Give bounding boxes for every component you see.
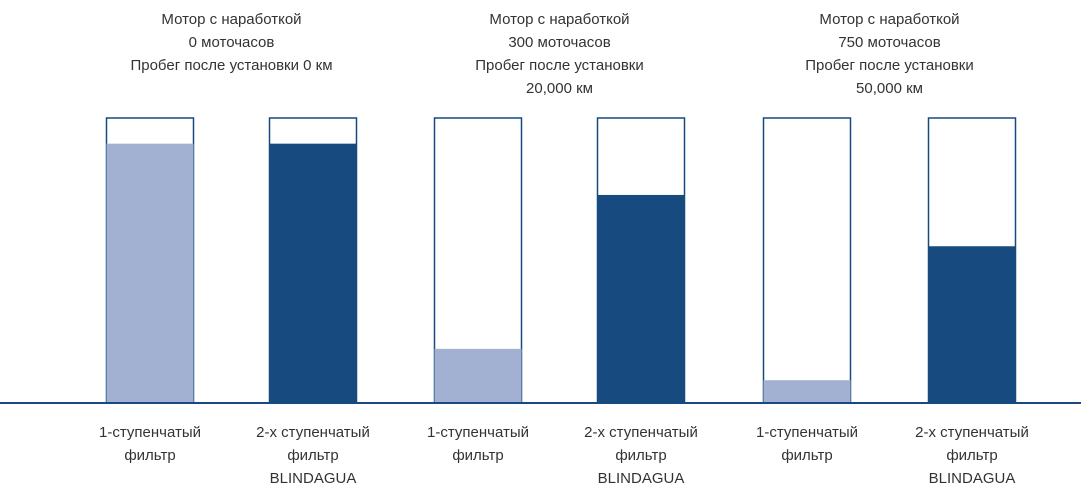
bar	[434, 348, 522, 403]
group-title: 20,000 км	[526, 80, 593, 97]
x-tick-label: BLINDAGUA	[598, 470, 685, 487]
group-title: 750 моточасов	[838, 34, 940, 51]
x-tick-label: фильтр	[946, 447, 997, 464]
x-tick-label: BLINDAGUA	[270, 470, 357, 487]
x-tick-label: 1-ступенчатый	[99, 424, 201, 441]
x-tick-label: 2-х ступенчатый	[915, 424, 1029, 441]
group-title: 50,000 км	[856, 80, 923, 97]
x-tick-label: 2-х ступенчатый	[584, 424, 698, 441]
group-title: 0 моточасов	[189, 34, 275, 51]
group-title: Пробег после установки	[805, 57, 974, 74]
group-title: Мотор с наработкой	[819, 11, 959, 28]
x-tick-label: фильтр	[287, 447, 338, 464]
bar-container	[762, 117, 852, 404]
bar	[269, 143, 357, 403]
group-title: Пробег после установки	[475, 57, 644, 74]
x-tick-label: фильтр	[781, 447, 832, 464]
x-tick-label: 1-ступенчатый	[427, 424, 529, 441]
bar	[597, 194, 685, 403]
group-title: Мотор с наработкой	[489, 11, 629, 28]
x-tick-label: фильтр	[615, 447, 666, 464]
x-tick-label: BLINDAGUA	[929, 470, 1016, 487]
group-title: Пробег после установки 0 км	[130, 57, 332, 74]
group-title: Мотор с наработкой	[161, 11, 301, 28]
bar	[928, 246, 1016, 403]
bar	[763, 380, 851, 403]
group-title: 300 моточасов	[508, 34, 610, 51]
x-tick-label: фильтр	[452, 447, 503, 464]
bar	[106, 143, 194, 403]
x-tick-label: фильтр	[124, 447, 175, 464]
x-tick-label: 1-ступенчатый	[756, 424, 858, 441]
x-tick-label: 2-х ступенчатый	[256, 424, 370, 441]
